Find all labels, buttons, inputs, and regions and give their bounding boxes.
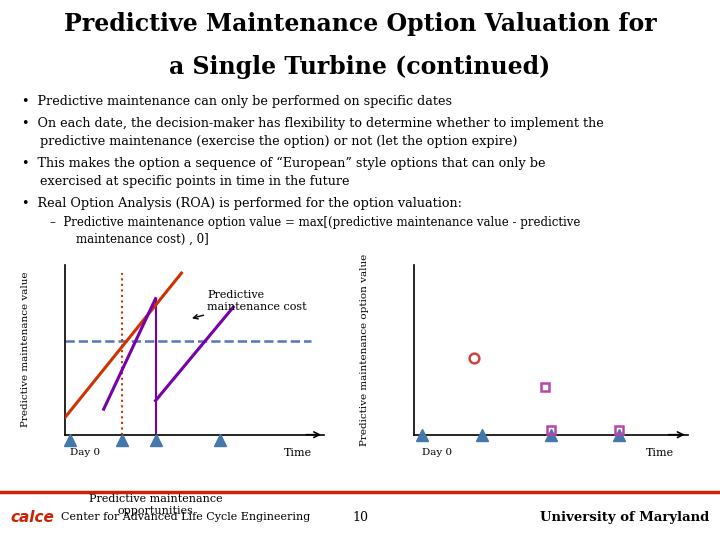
Text: Predictive maintenance
opportunities: Predictive maintenance opportunities (89, 494, 222, 516)
Text: calce: calce (11, 510, 55, 525)
Text: Day 0: Day 0 (422, 448, 452, 457)
Text: •  On each date, the decision-maker has flexibility to determine whether to impl: • On each date, the decision-maker has f… (22, 117, 603, 130)
Text: •  Real Option Analysis (ROA) is performed for the option valuation:: • Real Option Analysis (ROA) is performe… (22, 197, 462, 210)
Text: Center for Advanced Life Cycle Engineering: Center for Advanced Life Cycle Engineeri… (61, 512, 310, 522)
Text: maintenance cost) , 0]: maintenance cost) , 0] (76, 233, 208, 246)
Text: Predictive maintenance value: Predictive maintenance value (22, 272, 30, 427)
Text: Predictive Maintenance Option Valuation for: Predictive Maintenance Option Valuation … (63, 12, 657, 36)
Text: University of Maryland: University of Maryland (540, 511, 709, 524)
Text: exercised at specific points in time in the future: exercised at specific points in time in … (40, 175, 349, 188)
Text: 10: 10 (352, 511, 368, 524)
Text: Day 0: Day 0 (70, 448, 100, 457)
Text: Time: Time (646, 448, 675, 458)
Text: Time: Time (284, 448, 312, 458)
Text: Predictive
maintenance cost: Predictive maintenance cost (194, 290, 307, 319)
Text: a Single Turbine (continued): a Single Turbine (continued) (169, 56, 551, 79)
Text: predictive maintenance (exercise the option) or not (let the option expire): predictive maintenance (exercise the opt… (40, 135, 517, 148)
Text: •  This makes the option a sequence of “European” style options that can only be: • This makes the option a sequence of “E… (22, 157, 545, 170)
Text: •  Predictive maintenance can only be performed on specific dates: • Predictive maintenance can only be per… (22, 96, 451, 109)
Text: –  Predictive maintenance option value = max[(predictive maintenance value - pre: – Predictive maintenance option value = … (50, 216, 581, 229)
Text: Predictive maintenance option value: Predictive maintenance option value (360, 253, 369, 446)
